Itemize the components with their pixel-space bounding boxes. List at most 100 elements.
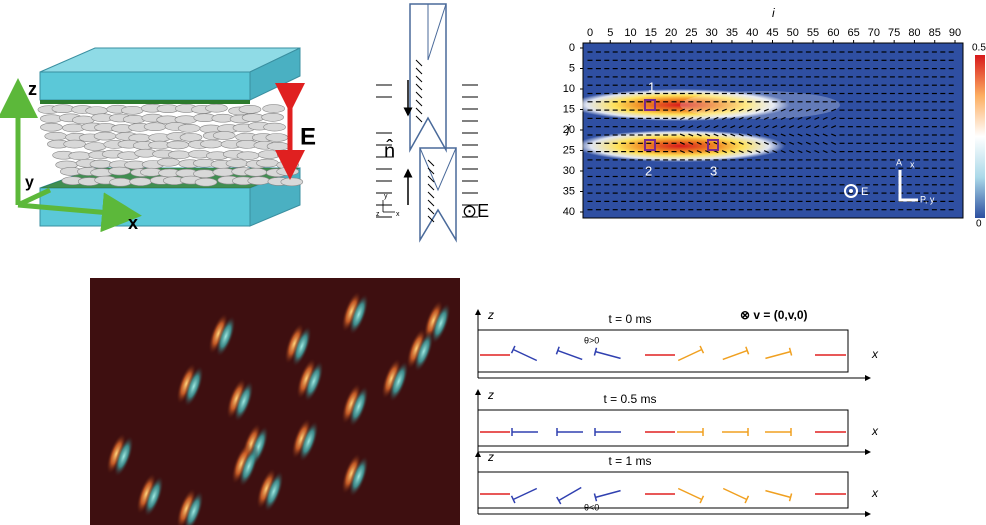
molecule <box>723 489 747 500</box>
wall <box>410 4 446 60</box>
molecule-end <box>594 494 596 502</box>
marker-label: 1 <box>648 79 655 94</box>
marker-label: 3 <box>710 163 717 178</box>
colorbar-label: 0.5 <box>972 43 986 54</box>
hatch <box>416 108 422 114</box>
axis-label: x <box>871 486 879 500</box>
hatch <box>416 100 422 106</box>
wall <box>420 148 456 190</box>
molecule-end <box>594 348 596 356</box>
molecule <box>167 141 189 149</box>
label: E <box>861 186 868 198</box>
x-tick-label: 30 <box>706 27 718 39</box>
label: P, y <box>920 194 935 204</box>
molecule <box>245 168 267 176</box>
x-tick-label: 65 <box>847 27 859 39</box>
molecule <box>262 113 284 121</box>
label: A <box>896 157 902 167</box>
cell <box>478 410 848 446</box>
molecule <box>178 124 200 132</box>
x-tick-label: 80 <box>908 27 920 39</box>
x-tick-label: 20 <box>665 27 677 39</box>
y-tick-label: 40 <box>563 206 575 218</box>
molecule <box>678 350 702 361</box>
hatch <box>428 184 434 190</box>
x-tick-label: 0 <box>587 27 593 39</box>
panel-d <box>90 278 460 525</box>
x-tick-label: 40 <box>746 27 758 39</box>
top-plate <box>40 72 250 100</box>
molecule <box>264 123 286 131</box>
colorbar-label: 0 <box>976 219 982 230</box>
molecule <box>40 115 62 123</box>
molecule <box>109 167 131 175</box>
molecule <box>94 132 116 140</box>
molecule <box>248 177 270 185</box>
molecule <box>258 150 280 158</box>
molecule <box>765 491 790 498</box>
molecule <box>513 350 537 361</box>
molecule-end <box>790 348 792 356</box>
y-tick-label: 30 <box>563 165 575 177</box>
x-tick-label: 35 <box>726 27 738 39</box>
x-tick-label: 70 <box>868 27 880 39</box>
molecule <box>121 106 143 114</box>
angle-label: θ<0 <box>584 502 599 512</box>
x-tick-label: 75 <box>888 27 900 39</box>
x-tick-label: 90 <box>949 27 961 39</box>
hatch <box>416 60 422 66</box>
hatch <box>428 208 434 214</box>
molecule <box>237 152 259 160</box>
molecule <box>195 178 217 186</box>
x-tick-label: 5 <box>607 27 613 39</box>
molecule <box>64 140 86 148</box>
molecule <box>130 178 152 186</box>
molecule <box>168 151 190 159</box>
colorbar <box>975 55 985 218</box>
molecule <box>281 178 303 186</box>
molecule <box>52 105 74 113</box>
time-label: t = 1 ms <box>608 454 651 468</box>
label: x <box>396 211 400 218</box>
label: x <box>128 213 138 233</box>
y-tick-label: 0 <box>569 42 575 54</box>
molecule <box>558 351 582 360</box>
molecule <box>205 104 227 112</box>
molecule <box>242 114 264 122</box>
label: y <box>384 193 388 200</box>
molecule <box>266 133 288 141</box>
molecule <box>213 131 235 139</box>
molecule <box>595 491 620 498</box>
hatch <box>416 68 422 74</box>
label: x <box>910 159 915 169</box>
molecule <box>40 123 62 131</box>
cell <box>478 330 848 372</box>
axis-label: z <box>487 308 494 322</box>
axis-label: i <box>772 6 775 20</box>
x-tick-label: 10 <box>624 27 636 39</box>
axis-label: x <box>871 347 879 361</box>
x-tick-label: 15 <box>645 27 657 39</box>
y-tick-label: 25 <box>563 144 575 156</box>
molecule <box>45 132 67 140</box>
x-tick-label: 50 <box>787 27 799 39</box>
molecule <box>84 142 106 150</box>
axis-label: x <box>871 424 879 438</box>
molecule <box>256 159 278 167</box>
molecule <box>263 105 285 113</box>
molecule <box>123 115 145 123</box>
molecule <box>267 142 289 150</box>
molecule <box>678 489 702 500</box>
molecule <box>200 140 222 148</box>
x-tick-label: 55 <box>807 27 819 39</box>
axis-label: z <box>487 388 494 402</box>
hatch <box>416 116 422 122</box>
x-tick-label: 60 <box>827 27 839 39</box>
y-tick-label: 10 <box>563 83 575 95</box>
molecule <box>144 123 166 131</box>
x-tick-label: 25 <box>685 27 697 39</box>
time-label: t = 0 ms <box>608 312 651 326</box>
molecule <box>765 352 790 359</box>
hatch <box>428 160 434 166</box>
